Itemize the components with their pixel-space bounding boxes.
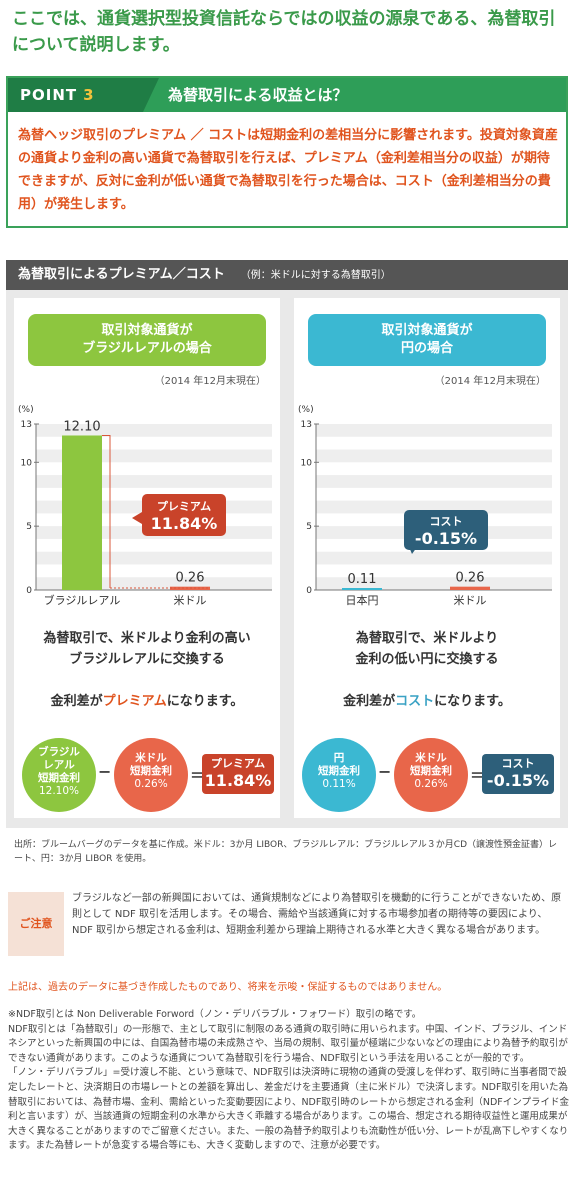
grid-band [36, 424, 272, 437]
callout-label: コスト [430, 515, 463, 528]
y-tick-label: 10 [21, 458, 33, 468]
as-of-date: （2014 年12月末現在） [434, 376, 546, 387]
caution-tag: ご注意 [8, 892, 64, 956]
as-of-date: （2014 年12月末現在） [154, 376, 266, 387]
callout-box [404, 510, 488, 550]
circle-usd-rate: 米ドル 短期金利 0.26% [114, 738, 188, 812]
minus-sign: − [98, 762, 112, 781]
bar-usd [450, 586, 490, 590]
y-tick-label: 5 [306, 522, 312, 532]
grid-band [316, 424, 552, 437]
difference-bracket [102, 434, 111, 588]
panel-header-brazil: 取引対象通貨が ブラジルレアルの場合 [28, 314, 266, 366]
caution-text: ブラジルなど一部の新興国においては、通貨規制などにより為替取引を機動的に行うこと… [72, 893, 562, 936]
y-tick-label: 0 [26, 586, 32, 596]
data-label: 12.10 [63, 419, 100, 434]
section-subtitle: （例：米ドルに対する為替取引） [240, 270, 391, 281]
callout-pointer [132, 512, 142, 524]
point-label: POINT 3 [8, 78, 159, 112]
y-tick-label: 13 [21, 420, 32, 430]
section-title: 為替取引によるプレミアム／コスト [18, 267, 225, 282]
intro-text: ここでは、通貨選択型投資信託ならではの収益の源泉である、為替取引について説明しま… [12, 9, 556, 55]
panel-yen: 取引対象通貨が 円の場合 （2014 年12月末現在） (%) 0 5 10 13 0.1… [294, 298, 560, 818]
data-label: 0.11 [348, 572, 377, 587]
point-title: 為替取引による収益とは？ [168, 86, 348, 104]
y-tick-label: 0 [306, 586, 312, 596]
bar-target [342, 588, 382, 590]
conclusion: 金利差がプレミアムになります。 [50, 694, 244, 709]
grid-band [316, 551, 552, 565]
bar-target [62, 435, 102, 590]
callout-box [142, 494, 226, 536]
explanation: 為替取引で、米ドルより金利の高い ブラジルレアルに交換する [43, 631, 251, 667]
source-note: 出所：ブルームバーグのデータを基に作成。米ドル：3か月 LIBOR、ブラジルレア… [14, 840, 558, 864]
x-tick-label: ブラジルレアル [44, 593, 121, 607]
result-premium: プレミアム 11.84% [202, 754, 274, 794]
ndf-explanation: ※NDF取引とは Non Deliverable Forword（ノン・デリバラ… [8, 1009, 569, 1152]
explanation: 為替取引で、米ドルより 金利の低い円に交換する [355, 631, 499, 667]
disclaimer: 上記は、過去のデータに基づき作成したものであり、将来を示唆・保証するものではあり… [8, 982, 448, 993]
panel-brazil: 取引対象通貨が ブラジルレアルの場合 （2014 年12月末現在） (%) 0 5 1… [14, 298, 280, 818]
circle-usd-rate: 米ドル 短期金利 0.26% [394, 738, 468, 812]
grid-band [316, 577, 552, 590]
grid-band [316, 475, 552, 488]
minus-sign: − [378, 762, 392, 781]
data-label: 0.26 [456, 571, 485, 586]
conclusion: 金利差がコストになります。 [343, 694, 511, 709]
y-axis-unit: (%) [18, 405, 34, 415]
y-tick-label: 10 [301, 458, 313, 468]
y-tick-label: 13 [301, 420, 312, 430]
y-axis-unit: (%) [298, 405, 314, 415]
x-tick-label: 米ドル [174, 594, 207, 607]
circle-yen-rate: 円 短期金利 0.11% [302, 738, 376, 812]
callout-label: プレミアム [157, 499, 211, 513]
grid-band [316, 500, 552, 514]
callout-value: -0.15% [415, 529, 477, 548]
panel-header-yen: 取引対象通貨が 円の場合 [308, 314, 546, 366]
point-header: POINT 3 為替取引による収益とは？ [8, 78, 566, 112]
x-tick-label: 米ドル [454, 594, 487, 607]
bar-chart-yen: (%) 0 5 10 13 0.11 日本円 0.26 米ドル コスト-0.15% [298, 405, 552, 607]
point-box: POINT 3 為替取引による収益とは？ 為替ヘッジ取引のプレミアム ／ コストは… [6, 76, 568, 228]
x-tick-label: 日本円 [346, 593, 379, 607]
data-label: 0.26 [176, 571, 205, 586]
grid-band [316, 449, 552, 463]
circle-brazil-rate: ブラジル レアル 短期金利 12.10% [22, 738, 96, 812]
comparison-panels: 取引対象通貨が ブラジルレアルの場合 （2014 年12月末現在） (%) 0 5 1… [6, 290, 568, 828]
point-number: 3 [83, 86, 95, 104]
callout-value: 11.84% [151, 514, 218, 533]
y-tick-label: 5 [26, 522, 32, 532]
result-cost: コスト -0.15% [482, 754, 554, 794]
section-bar: 為替取引によるプレミアム／コスト （例：米ドルに対する為替取引） [6, 260, 568, 290]
point-body: 為替ヘッジ取引のプレミアム ／ コストは短期金利の差相当分に影響されます。投資対… [18, 128, 558, 212]
